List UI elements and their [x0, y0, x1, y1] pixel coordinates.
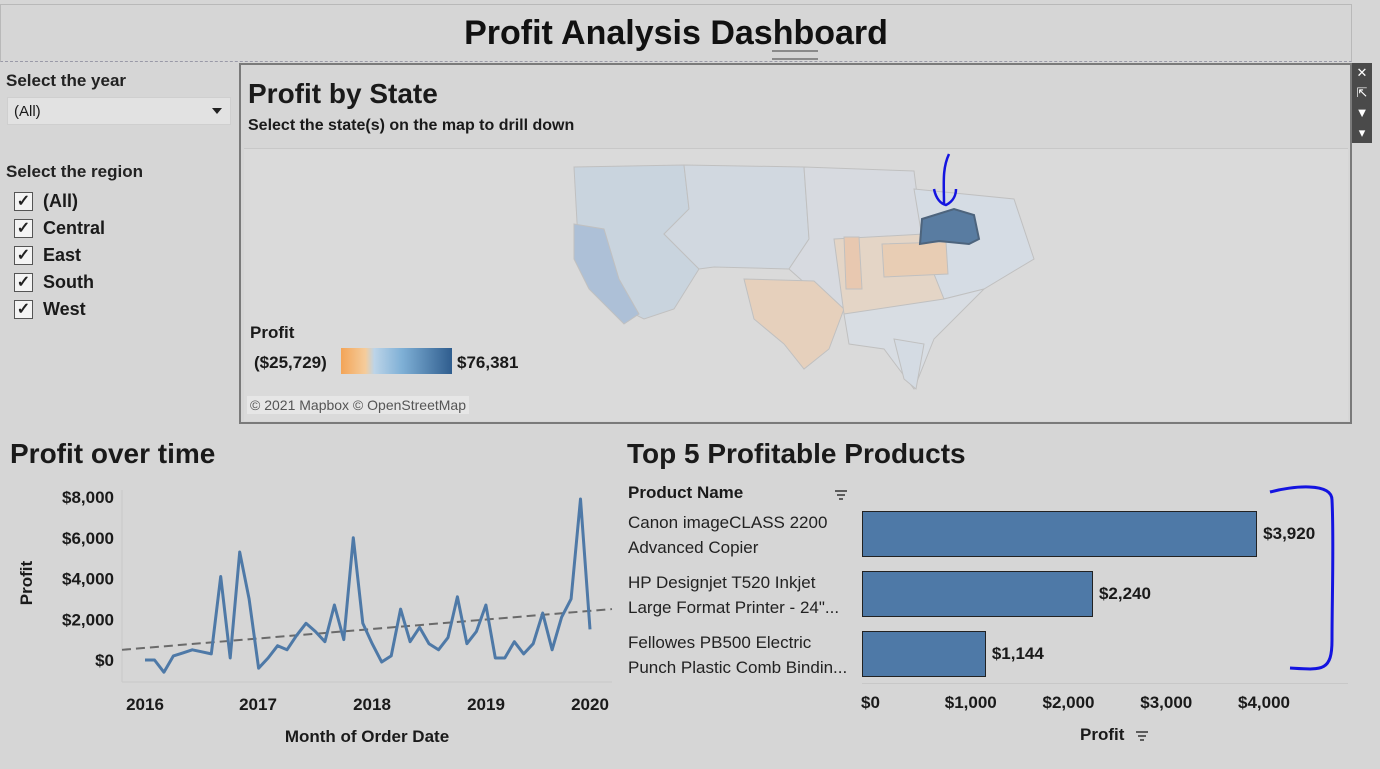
line-chart-title: Profit over time: [10, 438, 216, 469]
y-axis-title: Profit: [17, 560, 36, 605]
bar-x-tick-label: $1,000: [944, 693, 997, 712]
checkbox[interactable]: ✓: [14, 218, 33, 238]
profit-bar[interactable]: [862, 571, 1093, 617]
bar-value-label: $3,920: [1263, 524, 1316, 543]
legend-title: Profit: [250, 323, 295, 342]
region-option-label: Central: [43, 217, 106, 238]
checkbox[interactable]: ✓: [14, 272, 33, 292]
map-region-illinois: [843, 236, 863, 290]
x-tick-label: 2020: [571, 695, 609, 714]
bar-x-tick-label: $2,000: [1042, 693, 1095, 712]
year-filter-title: Select the year: [6, 71, 127, 90]
region-option-label: West: [43, 298, 86, 319]
region-option-label: South: [43, 271, 94, 292]
region-option-east[interactable]: ✓ East: [14, 244, 81, 266]
more-icon[interactable]: ▾: [1358, 125, 1366, 140]
sort-icon[interactable]: [834, 489, 848, 501]
product-label: Fellowes PB500 Electric Punch Plastic Com…: [628, 630, 860, 680]
product-label-line: Canon imageCLASS 2200: [628, 513, 828, 532]
dashboard-title: Profit Analysis Dashboard: [464, 14, 888, 52]
product-label-line: Advanced Copier: [628, 538, 759, 557]
legend-max-label: $76,381: [457, 353, 519, 372]
year-dropdown[interactable]: (All): [7, 97, 231, 125]
product-label-line: Punch Plastic Comb Bindin...: [628, 658, 848, 677]
checkbox[interactable]: ✓: [14, 191, 33, 211]
map-region-new-york: [918, 207, 981, 246]
y-tick-label: $2,000: [62, 610, 114, 629]
x-tick-label: 2017: [239, 695, 277, 714]
product-label: HP Designjet T520 Inkjet Large Format Pri…: [628, 570, 860, 620]
region-option-south[interactable]: ✓ South: [14, 271, 94, 293]
dropdown-arrow-icon: [212, 108, 222, 114]
product-label-line: Fellowes PB500 Electric: [628, 633, 812, 652]
year-dropdown-value: (All): [14, 103, 41, 120]
y-tick-label: $8,000: [62, 488, 114, 507]
map-region-texas: [743, 278, 845, 370]
map-region-california: [573, 223, 640, 325]
map-region-mountain: [663, 164, 810, 270]
product-label-line: Large Format Printer - 24"...: [628, 598, 840, 617]
profit-over-time-chart[interactable]: $8,000 $6,000 $4,000 $2,000 $0 2016 2017 2018 20…: [0, 480, 620, 769]
product-label: Canon imageCLASS 2200 Advanced Copier: [628, 510, 860, 560]
map-copyright: © 2021 Mapbox © OpenStreetMap: [247, 396, 469, 414]
sort-icon[interactable]: [1135, 730, 1149, 742]
region-option-west[interactable]: ✓ West: [14, 298, 86, 320]
map-subtitle: Select the state(s) on the map to drill …: [248, 117, 575, 134]
profit-bar[interactable]: [862, 631, 986, 677]
dashboard-title-container: [0, 4, 1352, 62]
profit-line-series: [145, 497, 592, 674]
filter-icon[interactable]: ▼: [1355, 105, 1369, 120]
map-title: Profit by State: [248, 78, 438, 109]
map-region-south: [843, 288, 986, 391]
checkbox[interactable]: ✓: [14, 245, 33, 265]
map-region-florida: [893, 338, 925, 390]
profit-bar[interactable]: [862, 511, 1258, 557]
worksheet-toolbar: ✕ ⇱ ▼ ▾: [1352, 63, 1372, 143]
region-option-all[interactable]: ✓ (All): [14, 190, 78, 212]
product-name-header: Product Name: [628, 483, 744, 502]
legend-min-label: ($25,729): [254, 353, 327, 372]
x-tick-label: 2019: [467, 695, 505, 714]
bar-value-label: $1,144: [991, 644, 1044, 663]
x-axis-title: Month of Order Date: [285, 727, 449, 746]
product-label-line: HP Designjet T520 Inkjet: [628, 573, 816, 592]
region-option-label: (All): [43, 190, 78, 211]
region-option-label: East: [43, 244, 82, 265]
y-tick-label: $4,000: [62, 570, 114, 589]
y-tick-label: $0: [95, 651, 114, 670]
region-option-central[interactable]: ✓ Central: [14, 217, 105, 239]
x-tick-label: 2016: [126, 695, 164, 714]
map-region-pennsylvania: [881, 241, 949, 278]
y-tick-label: $6,000: [62, 529, 114, 548]
bar-x-axis-line: [862, 683, 1348, 684]
popout-icon[interactable]: ⇱: [1356, 85, 1368, 100]
bar-x-axis-title: Profit: [1080, 725, 1125, 744]
profit-color-legend: [341, 348, 452, 374]
x-tick-label: 2018: [353, 695, 391, 714]
bar-x-tick-label: $4,000: [1238, 693, 1290, 712]
annotation-bracket-icon: [1269, 485, 1335, 671]
checkbox[interactable]: ✓: [14, 299, 33, 319]
annotation-arrow-icon: [932, 153, 958, 207]
bar-chart-title: Top 5 Profitable Products: [627, 438, 966, 469]
us-map[interactable]: [244, 148, 1348, 421]
bar-x-tick-label: $3,000: [1140, 693, 1193, 712]
drag-handle[interactable]: [772, 50, 818, 60]
region-filter-title: Select the region: [6, 162, 143, 181]
close-icon[interactable]: ✕: [1356, 65, 1368, 80]
bar-x-tick-label: $0: [861, 693, 880, 712]
bar-value-label: $2,240: [1098, 584, 1151, 603]
map-panel: [239, 63, 1352, 424]
